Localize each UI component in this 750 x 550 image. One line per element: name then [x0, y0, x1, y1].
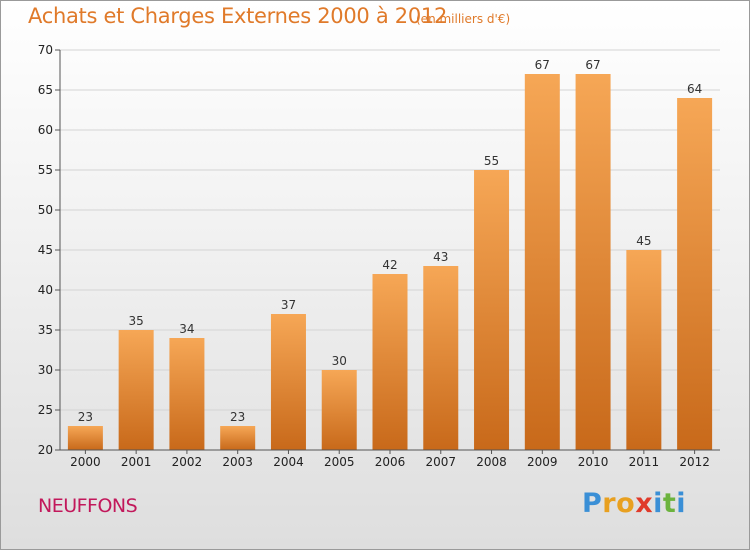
bar	[372, 274, 408, 450]
bar	[474, 170, 510, 450]
x-tick-label: 2011	[629, 455, 660, 469]
x-tick-label: 2006	[375, 455, 406, 469]
data-label: 23	[78, 410, 93, 424]
bar	[118, 330, 154, 450]
logo-letter: o	[616, 488, 636, 519]
y-tick-label: 55	[38, 163, 53, 177]
y-tick-label: 40	[38, 283, 53, 297]
bar	[220, 426, 256, 450]
y-tick-label: 30	[38, 363, 53, 377]
data-label: 43	[433, 250, 448, 264]
chart-title: Achats et Charges Externes 2000 à 2012	[28, 4, 448, 28]
x-tick-label: 2000	[70, 455, 101, 469]
bar	[67, 426, 103, 450]
proxiti-logo: Proxiti	[582, 488, 686, 519]
logo-letter: r	[602, 488, 617, 519]
bar	[626, 250, 662, 450]
y-tick-label: 35	[38, 323, 53, 337]
data-label: 35	[129, 314, 144, 328]
data-label: 34	[179, 322, 194, 336]
y-tick-label: 65	[38, 83, 53, 97]
logo-letter: i	[653, 488, 663, 519]
y-tick-label: 25	[38, 403, 53, 417]
bar	[169, 338, 205, 450]
y-tick-label: 60	[38, 123, 53, 137]
x-tick-label: 2001	[121, 455, 152, 469]
x-tick-label: 2007	[425, 455, 456, 469]
x-tick-label: 2012	[679, 455, 710, 469]
x-tick-label: 2004	[273, 455, 304, 469]
bar	[575, 74, 611, 450]
y-tick-label: 70	[38, 43, 53, 57]
bar	[423, 266, 459, 450]
y-tick-label: 45	[38, 243, 53, 257]
logo-letter: i	[676, 488, 687, 519]
y-tick-label: 20	[38, 443, 53, 457]
chart-subtitle: (en milliers d'€)	[416, 12, 511, 26]
data-label: 64	[687, 82, 702, 96]
bar	[524, 74, 560, 450]
x-tick-label: 2008	[476, 455, 507, 469]
data-label: 67	[535, 58, 550, 72]
x-tick-label: 2009	[527, 455, 558, 469]
y-tick-label: 50	[38, 203, 53, 217]
logo-letter: P	[582, 488, 603, 519]
x-tick-label: 2003	[222, 455, 253, 469]
x-tick-label: 2010	[578, 455, 609, 469]
bar	[270, 314, 306, 450]
place-name: NEUFFONS	[38, 495, 138, 517]
logo-letter: t	[662, 488, 677, 519]
data-label: 23	[230, 410, 245, 424]
logo-letter: x	[635, 488, 654, 519]
data-label: 37	[281, 298, 296, 312]
data-label: 30	[332, 354, 347, 368]
data-label: 67	[585, 58, 600, 72]
data-label: 45	[636, 234, 651, 248]
data-label: 42	[382, 258, 397, 272]
x-tick-label: 2005	[324, 455, 355, 469]
bar	[677, 98, 713, 450]
x-tick-label: 2002	[172, 455, 203, 469]
bar	[321, 370, 357, 450]
data-label: 55	[484, 154, 499, 168]
